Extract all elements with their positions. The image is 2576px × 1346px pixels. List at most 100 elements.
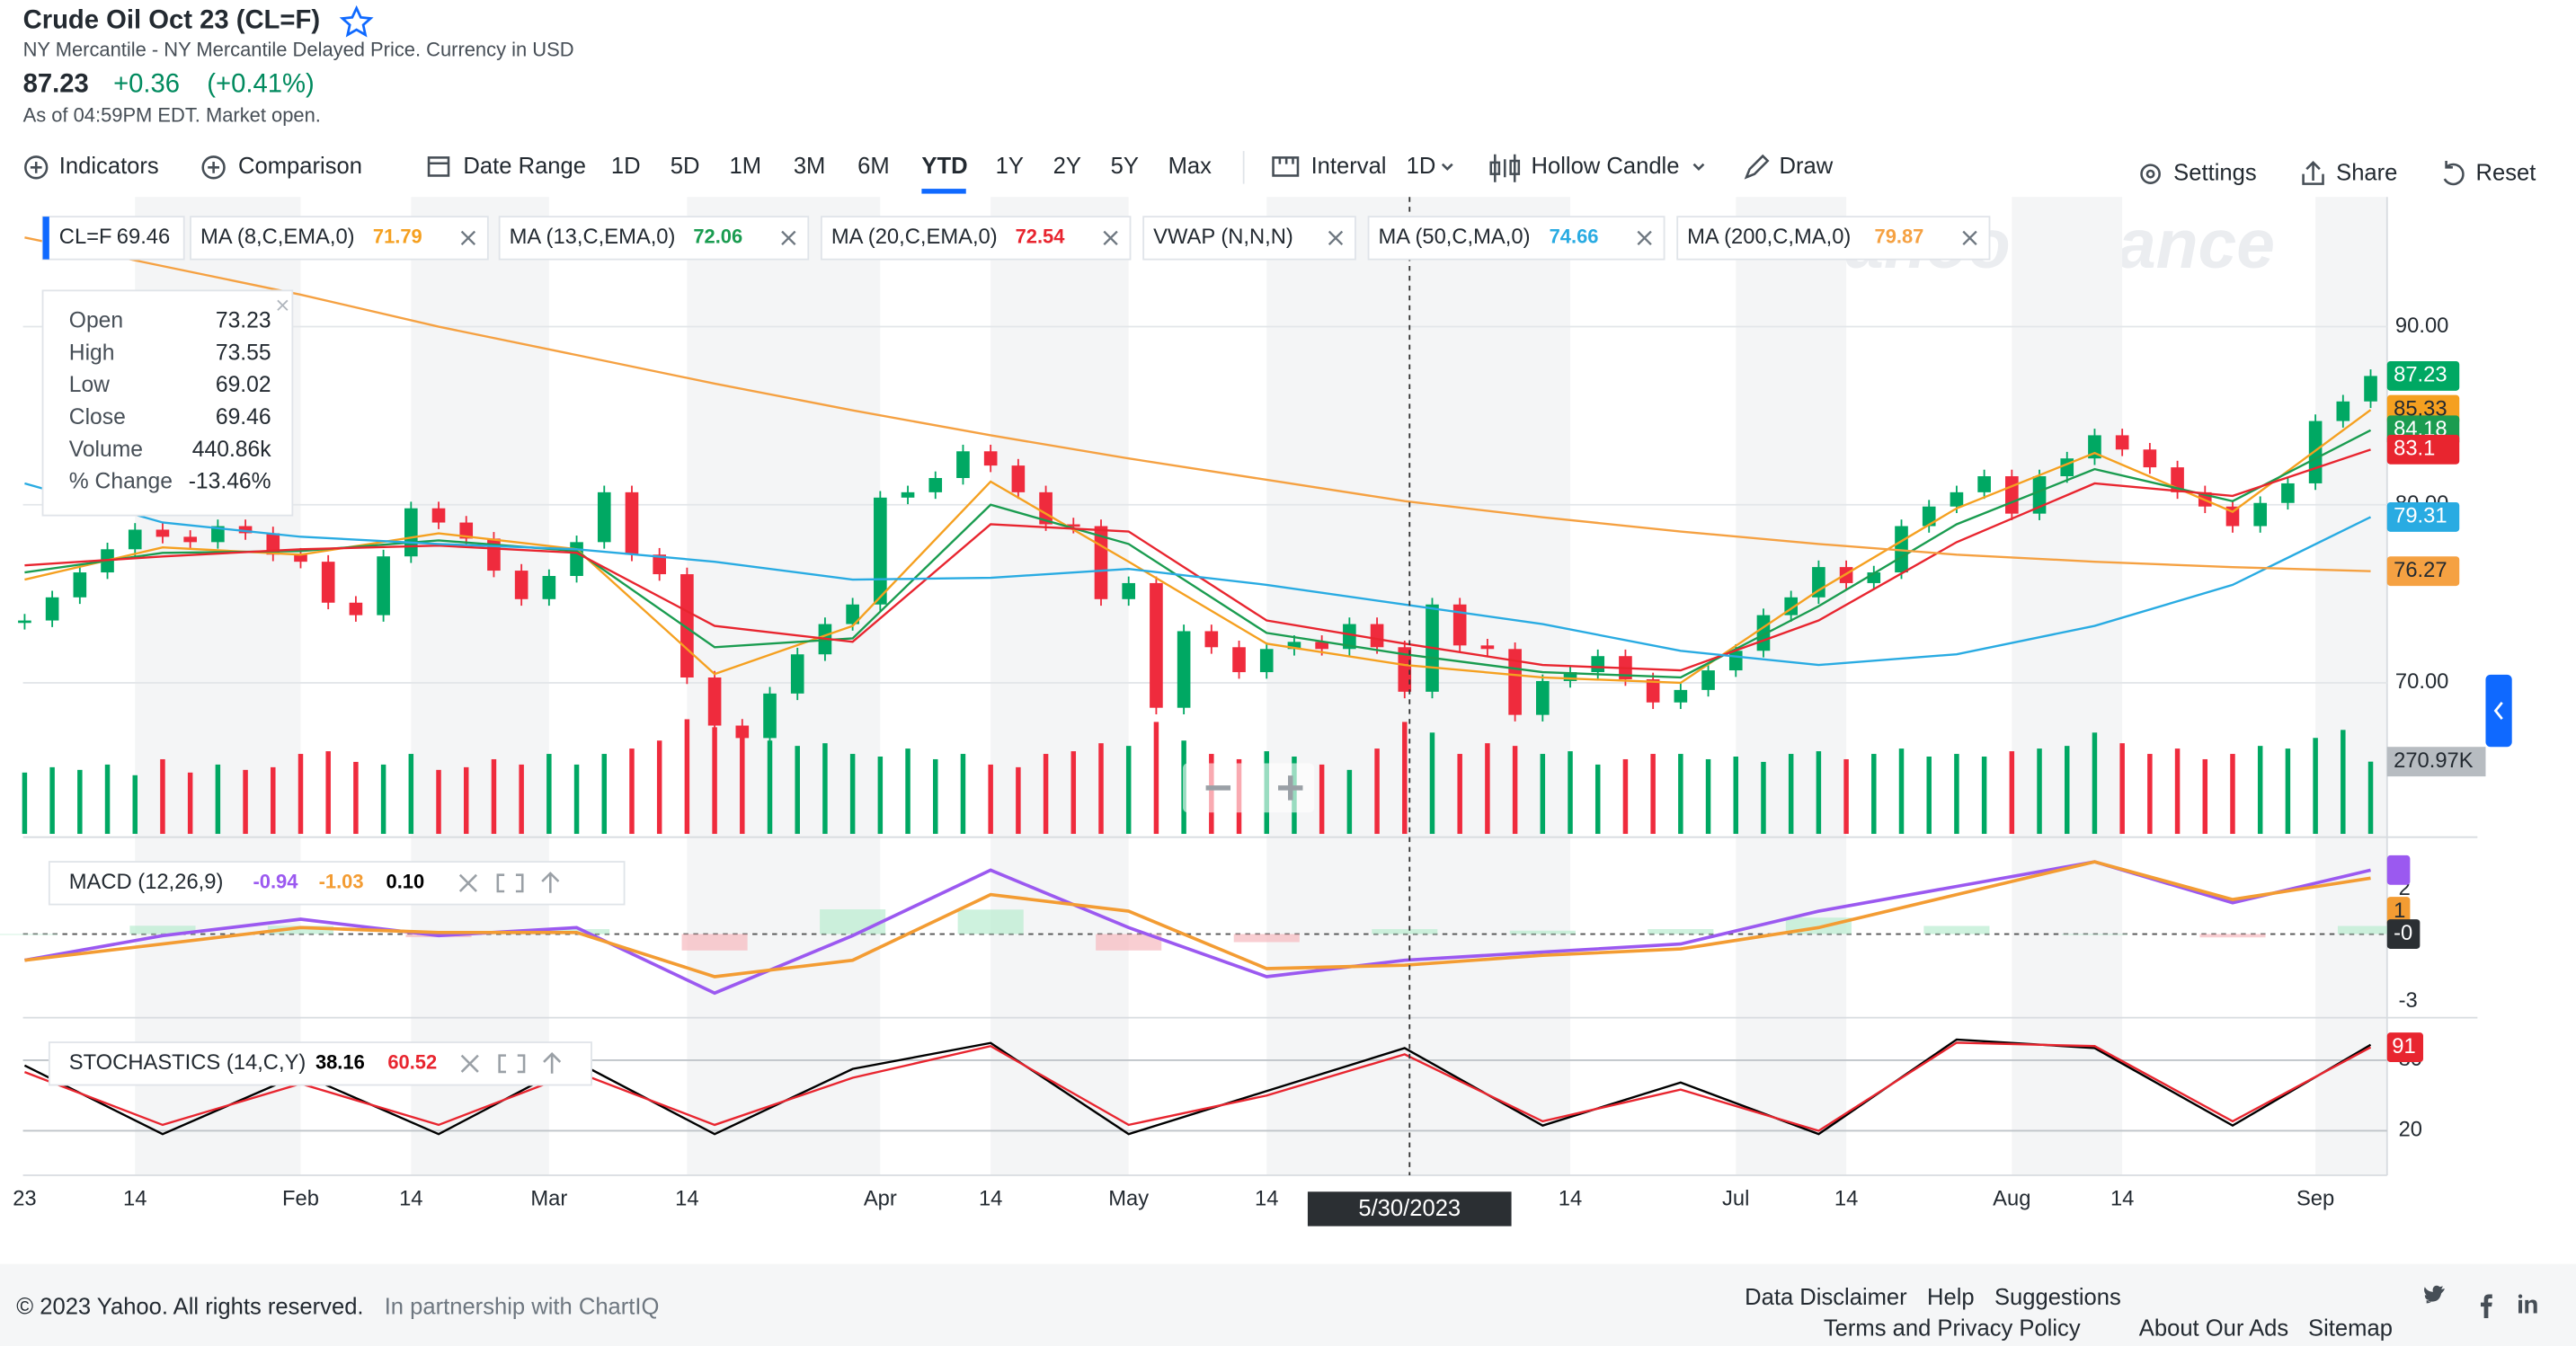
volume-bar (2230, 754, 2235, 835)
candle (928, 477, 943, 492)
candle (625, 491, 639, 555)
range-button[interactable]: 5D (671, 154, 700, 179)
comparison-button[interactable]: Comparison (238, 154, 362, 179)
range-button[interactable]: 6M (857, 154, 890, 179)
indicator-chip[interactable] (190, 216, 489, 261)
reset-button[interactable]: Reset (2476, 160, 2536, 185)
facebook-icon[interactable] (2480, 1294, 2492, 1318)
candle (1287, 642, 1301, 650)
indicator-remove[interactable] (1328, 230, 1344, 246)
value-badge (2386, 919, 2421, 949)
indicator-chip[interactable] (1367, 216, 1666, 261)
indicator-remove[interactable] (1637, 230, 1652, 246)
volume-bar (271, 766, 276, 835)
volume-bar (1733, 757, 1739, 835)
footer-link[interactable]: Suggestions (1994, 1285, 2121, 1310)
volume-bar (298, 754, 304, 835)
draw-button[interactable]: Draw (1780, 154, 1834, 179)
indicator-chip[interactable] (1676, 216, 1991, 261)
volume-bar (2174, 748, 2181, 835)
tooltip-close[interactable] (277, 299, 289, 311)
volume-bar (325, 751, 331, 835)
candle (1591, 656, 1605, 673)
x-tick-label: 14 (979, 1187, 1002, 1211)
volume-bar (519, 764, 524, 835)
volume-bar (1568, 751, 1573, 835)
icon (2302, 161, 2324, 185)
footer-link[interactable]: Data Disclaimer (1745, 1285, 1907, 1310)
x-tick-label: 14 (2110, 1187, 2134, 1211)
candle (2143, 449, 2157, 468)
interval-button[interactable]: Interval (1311, 154, 1387, 179)
footer-link[interactable]: Sitemap (2308, 1315, 2393, 1341)
footer-link[interactable]: Terms and Privacy Policy (1824, 1315, 2081, 1341)
candle (1370, 624, 1384, 648)
linkedin-icon[interactable] (2518, 1294, 2537, 1314)
chart-style-button[interactable]: Hollow Candle (1532, 154, 1680, 179)
macd-histogram-bar (2199, 934, 2266, 938)
range-button[interactable]: 1D (611, 154, 641, 179)
panel-value: 38.16 (315, 1051, 365, 1074)
symbol-chip-marker (42, 217, 49, 260)
indicator-chip[interactable] (1142, 216, 1356, 261)
volume-bar (104, 764, 111, 835)
volume-bar (822, 743, 828, 835)
range-button[interactable]: 1Y (996, 154, 1024, 179)
indicator-remove[interactable] (1962, 230, 1977, 246)
watchlist-star[interactable] (339, 4, 374, 38)
icon (427, 156, 450, 177)
twitter-icon[interactable] (2424, 1285, 2445, 1304)
tooltip-box (41, 289, 294, 517)
candle (1315, 642, 1328, 650)
settings-button[interactable]: Settings (2173, 160, 2256, 185)
crosshair-date: 5/30/2023 (1358, 1196, 1461, 1221)
volume-bar (684, 719, 690, 835)
value-badge (2386, 855, 2411, 885)
footer-link[interactable]: About Our Ads (2139, 1315, 2288, 1341)
candle (1011, 465, 1026, 492)
volume-bar (629, 748, 635, 835)
panel-expand[interactable] (498, 1054, 526, 1074)
panel-remove[interactable] (460, 1054, 479, 1073)
range-button[interactable]: Max (1168, 154, 1212, 179)
indicator-chip[interactable] (498, 216, 810, 261)
volume-bar (2009, 751, 2015, 835)
date-range-button[interactable]: Date Range (463, 154, 586, 179)
candle (2032, 476, 2047, 514)
range-button[interactable]: 3M (794, 154, 826, 179)
candle (763, 693, 777, 739)
volume-bar (1816, 751, 1822, 835)
candle (155, 529, 170, 537)
indicator-remove[interactable] (781, 230, 796, 246)
volume-bar (1788, 754, 1794, 835)
candle (238, 526, 253, 534)
panel-up[interactable] (541, 872, 560, 893)
tooltip-value: 69.02 (216, 373, 271, 397)
panel-remove[interactable] (458, 873, 477, 892)
candle (1674, 689, 1688, 703)
range-button-active[interactable]: YTD (921, 154, 967, 179)
indicator-chips: MA (8,C,EMA,0) 71.79 MA (13,C,EMA,0) 72.06 M… (48, 216, 1991, 1086)
period-band (411, 197, 549, 1176)
macd-line (24, 860, 2371, 979)
zoom-in[interactable] (1278, 775, 1303, 801)
indicator-chip[interactable] (820, 216, 1132, 261)
footer-link[interactable]: Help (1927, 1285, 1975, 1310)
indicators-button[interactable]: Indicators (59, 154, 159, 179)
volume-bar (1926, 757, 1932, 835)
icon (208, 161, 220, 173)
indicator-remove[interactable] (460, 230, 476, 246)
range-button[interactable]: 1M (730, 154, 762, 179)
moving-average-line (24, 236, 2371, 572)
side-panel-toggle[interactable] (2485, 674, 2512, 748)
interval-value[interactable]: 1D (1407, 154, 1436, 179)
panel-expand[interactable] (496, 873, 524, 893)
candle (1646, 678, 1660, 703)
range-button[interactable]: 5Y (1111, 154, 1139, 179)
candle (597, 491, 611, 543)
share-button[interactable]: Share (2336, 160, 2397, 185)
macd-histogram-bar (957, 909, 1024, 934)
indicator-remove[interactable] (1103, 230, 1118, 246)
panel-up[interactable] (543, 1052, 562, 1074)
range-button[interactable]: 2Y (1053, 154, 1081, 179)
